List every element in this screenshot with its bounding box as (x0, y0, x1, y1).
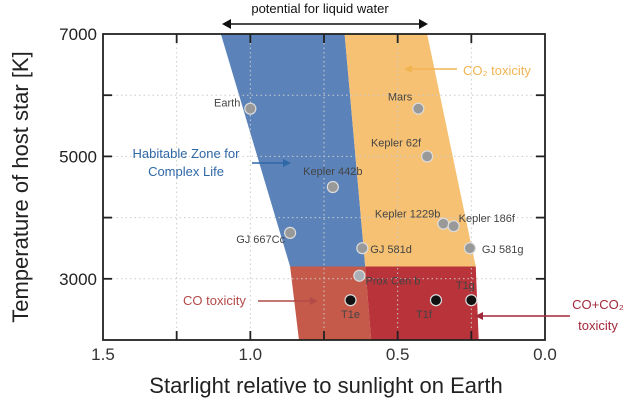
point-label: Kepler 186f (459, 213, 516, 225)
x-tick-label: 0.0 (533, 345, 557, 364)
x-tick-label: 0.5 (386, 345, 410, 364)
data-point-kepler-62f (421, 150, 434, 163)
co-co2-arrowhead (475, 312, 483, 320)
points: Earth Mars Kepler 62f Kepler 442b GJ 667Cc Ke… (214, 92, 523, 322)
x-tick-label: 1.5 (91, 345, 115, 364)
annotations: Habitable Zone for Complex Life CO₂ toxici… (133, 19, 624, 333)
data-point-t1g (465, 294, 478, 307)
habitable-zone-label: Habitable Zone for (133, 146, 241, 161)
co2-toxicity-label: CO₂ toxicity (463, 63, 531, 78)
liquid-water-label: potential for liquid water (251, 1, 389, 16)
point-label: GJ 667Cc (236, 234, 285, 246)
regions (220, 34, 479, 340)
grid (103, 34, 545, 340)
data-point-t1e (344, 294, 357, 307)
data-point-gj-581d (356, 242, 369, 255)
habitable-zone-label-2: Complex Life (148, 164, 224, 179)
co-toxicity-label: CO toxicity (183, 293, 246, 308)
data-point-earth (244, 102, 257, 115)
point-label: Mars (388, 92, 413, 104)
y-tick-label: 5000 (59, 147, 97, 166)
point-label: T1f (416, 309, 433, 321)
habitable-arrowhead (283, 159, 291, 167)
co-co2-toxicity-label-2: toxicity (578, 318, 618, 333)
point-label: Kepler 442b (303, 166, 362, 178)
co-co2-toxicity-label: CO+CO₂ (572, 297, 624, 312)
data-point-t1f (429, 294, 443, 307)
point-label: Kepler 62f (371, 137, 422, 149)
y-tick-label: 3000 (59, 270, 97, 289)
data-point-kepler-186f (447, 220, 460, 233)
point-label: T1g (456, 280, 475, 292)
x-axis-label: Starlight relative to sunlight on Earth (149, 373, 502, 398)
point-label: T1e (341, 309, 360, 321)
co-arrowhead (310, 297, 318, 305)
data-point-mars (412, 102, 425, 115)
data-point-prox-cen-b (353, 269, 366, 282)
point-label: GJ 581g (482, 244, 524, 256)
region-3 (365, 266, 479, 340)
point-label: Kepler 1229b (375, 209, 440, 221)
data-point-kepler-442b (326, 180, 339, 194)
data-point-gj-667cc (284, 226, 297, 239)
point-label: Earth (214, 98, 240, 110)
point-label: GJ 581d (370, 244, 412, 256)
region-1 (344, 34, 476, 267)
point-label: Prox Cen b (365, 276, 420, 288)
y-tick-label: 7000 (59, 25, 97, 44)
co2-arrowhead (404, 65, 412, 73)
x-tick-label: 1.0 (239, 345, 263, 364)
y-axis-label: Temperature of host star [K] (8, 51, 33, 322)
ticks: 1.5 1.0 0.5 0.0 7000 5000 3000 (59, 25, 557, 364)
data-point-gj-581g (463, 242, 476, 255)
region-0 (220, 34, 366, 267)
region-2 (290, 266, 372, 340)
